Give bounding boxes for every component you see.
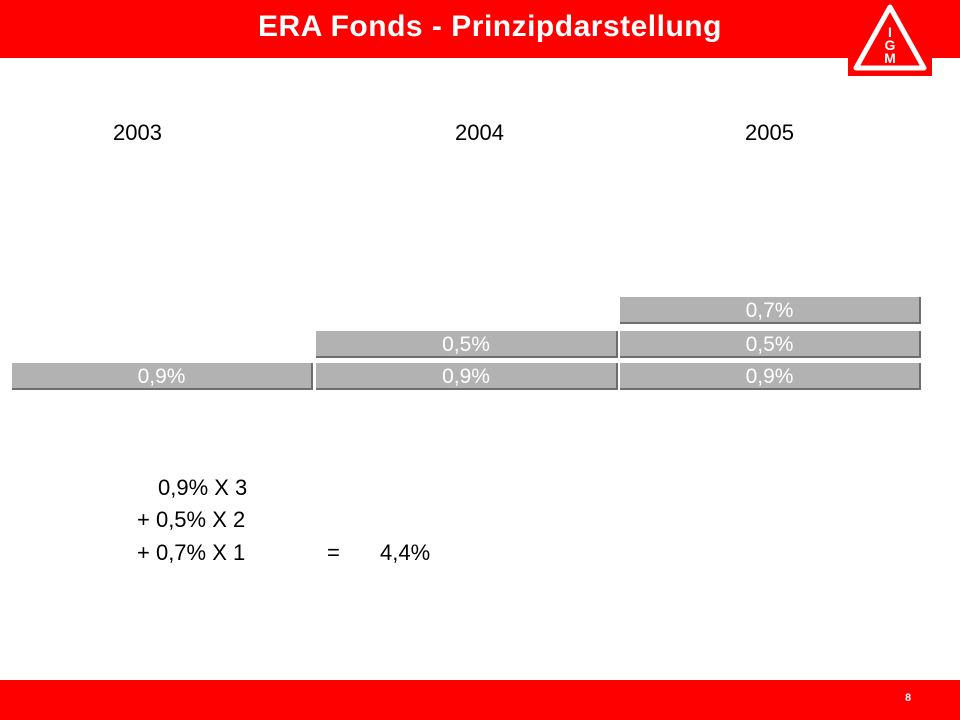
year-label-2003: 2003 (113, 120, 162, 145)
svg-text:M: M (884, 50, 896, 66)
igm-logo-icon: I G M (848, 0, 932, 76)
block-2005-third: 0,7% (620, 297, 921, 324)
year-label-2004: 2004 (455, 120, 504, 145)
formula-line-1: 0,9% X 3 (158, 475, 248, 500)
svg-text:G: G (885, 37, 896, 53)
formula-equals: = (327, 540, 340, 565)
footer-bar (0, 680, 960, 720)
block-2005-base: 0,9% (620, 363, 921, 390)
formula-line-2: + 0,5% X 2 (137, 507, 246, 532)
formula-result: 4,4% (380, 540, 431, 565)
year-label-2005: 2005 (745, 120, 794, 145)
block-2004-second: 0,5% (316, 331, 618, 358)
block-2005-second: 0,5% (620, 331, 921, 358)
page-title: ERA Fonds - Prinzipdarstellung (258, 10, 722, 43)
header-bar (0, 0, 960, 58)
svg-text:I: I (888, 24, 892, 40)
block-2003-base: 0,9% (12, 363, 313, 390)
block-2004-base: 0,9% (316, 363, 618, 390)
formula-line-3: + 0,7% X 1 (137, 540, 246, 565)
page-number: 8 (904, 692, 912, 704)
